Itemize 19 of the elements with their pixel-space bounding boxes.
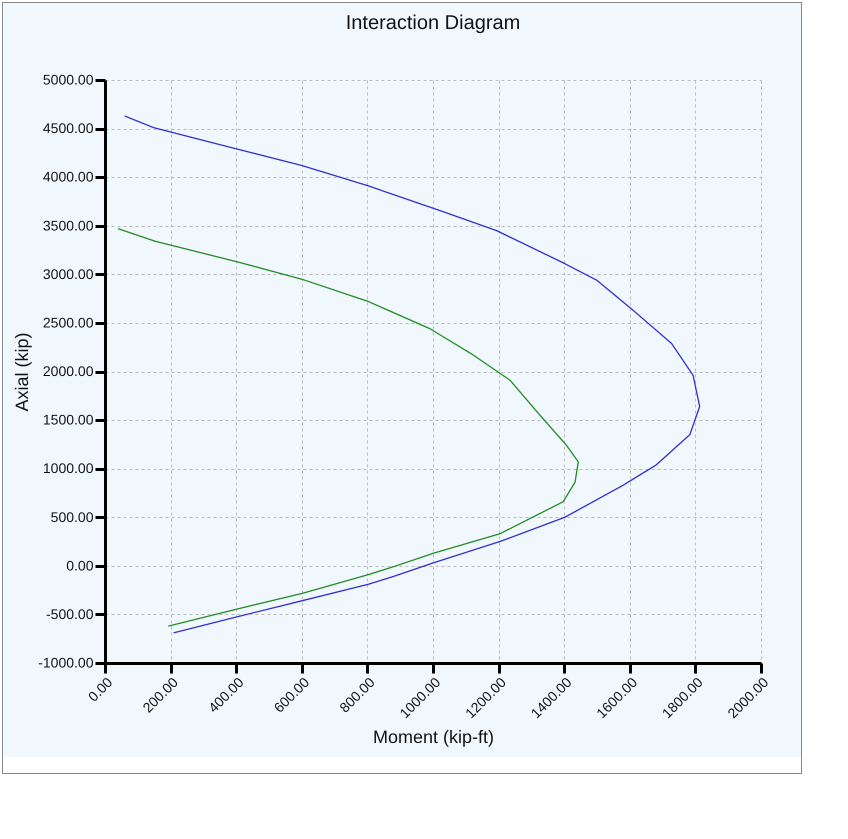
y-tick-label: 4500.00 (42, 120, 94, 136)
y-tick-label: 1500.00 (42, 412, 94, 428)
y-tick-label: 2000.00 (42, 363, 94, 379)
line-series (117, 228, 579, 627)
y-axis-title: Axial (kip) (12, 332, 32, 412)
y-tick-label: 5000.00 (42, 72, 94, 88)
y-tick-label: 2500.00 (42, 314, 94, 330)
y-tick-label: 1000.00 (42, 460, 94, 476)
y-tick-label: 500.00 (50, 508, 94, 525)
y-tick-label: 3500.00 (42, 217, 94, 234)
line-series (124, 115, 700, 634)
x-axis-title: Moment (kip-ft) (372, 727, 494, 748)
x-tick-label: 0.00 (84, 674, 116, 705)
y-tick-label: -500.00 (46, 606, 94, 622)
chart-title: Interaction Diagram (346, 12, 520, 34)
y-tick-label: 3000.00 (42, 266, 94, 282)
y-tick-label: 4000.00 (42, 168, 94, 185)
y-tick-label: -1000.00 (38, 654, 94, 670)
y-tick-label: 0.00 (66, 557, 94, 574)
